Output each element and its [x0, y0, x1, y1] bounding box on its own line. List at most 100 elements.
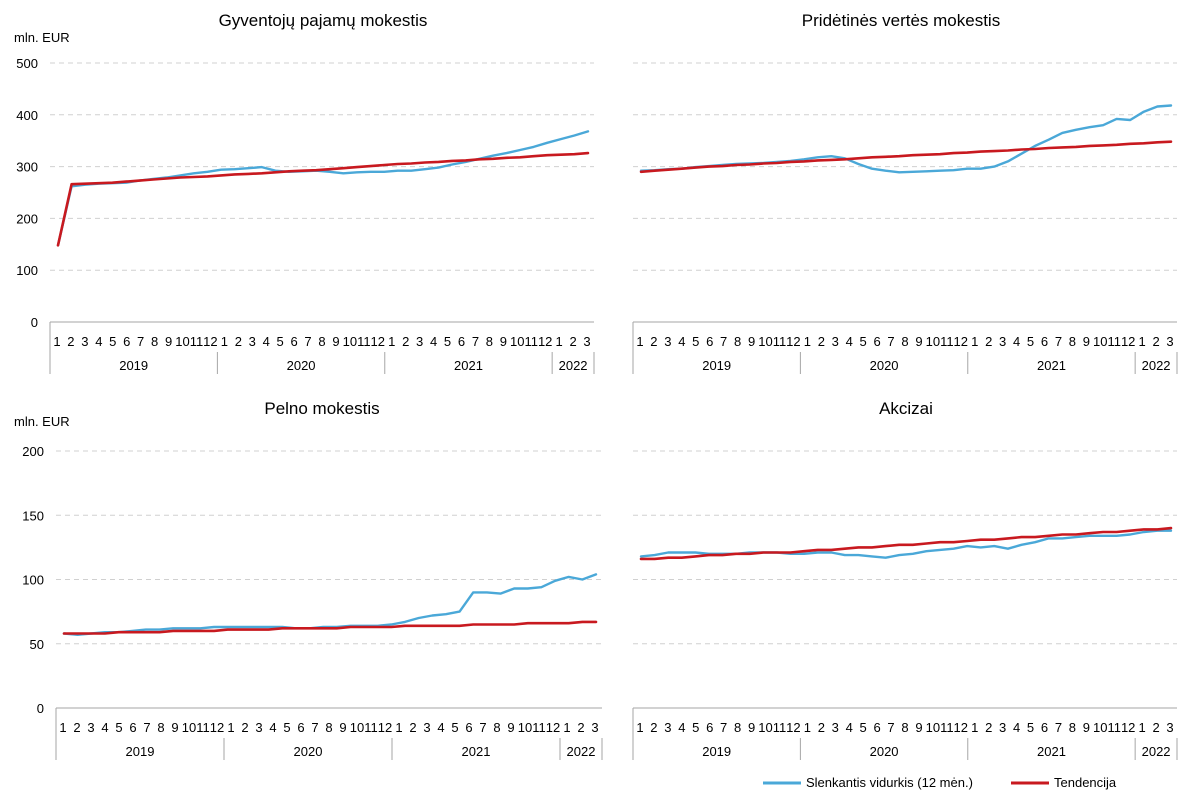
chart-title: Akcizai: [879, 399, 933, 418]
x-tick-label: 12: [378, 720, 392, 735]
x-tick-label: 4: [1013, 720, 1020, 735]
x-tick-label: 2: [985, 720, 992, 735]
x-tick-label: 5: [115, 720, 122, 735]
x-tick-label: 8: [1069, 334, 1076, 349]
x-tick-label: 6: [129, 720, 136, 735]
x-tick-label: 2: [577, 720, 584, 735]
x-tick-label: 2: [235, 334, 242, 349]
x-tick-label: 6: [458, 334, 465, 349]
x-tick-label: 4: [1013, 334, 1020, 349]
x-tick-label: 6: [290, 334, 297, 349]
x-tick-label: 4: [437, 720, 444, 735]
x-tick-label: 7: [137, 334, 144, 349]
x-tick-label: 2: [650, 334, 657, 349]
x-tick-label: 10: [343, 334, 357, 349]
x-tick-label: 8: [493, 720, 500, 735]
y-tick-label: 400: [16, 108, 38, 123]
x-tick-label: 11: [524, 334, 538, 349]
x-tick-label: 10: [182, 720, 196, 735]
x-tick-label: 3: [832, 720, 839, 735]
x-tick-label: 11: [1107, 720, 1121, 735]
x-tick-label: 12: [546, 720, 560, 735]
x-tick-label: 9: [748, 334, 755, 349]
x-tick-label: 4: [95, 334, 102, 349]
x-tick-label: 8: [734, 720, 741, 735]
x-tick-label: 1: [395, 720, 402, 735]
x-tick-label: 12: [371, 334, 385, 349]
x-year-label: 2020: [287, 358, 316, 373]
x-tick-label: 5: [1027, 720, 1034, 735]
x-tick-label: 5: [692, 720, 699, 735]
y-tick-label: 100: [22, 573, 44, 588]
x-year-label: 2022: [1142, 358, 1171, 373]
y-tick-label: 200: [22, 444, 44, 459]
x-tick-label: 10: [926, 334, 940, 349]
series-line-trend: [62, 620, 598, 635]
x-tick-label: 9: [500, 334, 507, 349]
x-year-label: 2021: [1037, 358, 1066, 373]
x-tick-label: 3: [81, 334, 88, 349]
x-tick-label: 6: [873, 720, 880, 735]
y-tick-label: 300: [16, 160, 38, 175]
x-year-label: 2021: [454, 358, 483, 373]
x-tick-label: 3: [1166, 720, 1173, 735]
y-tick-label: 150: [22, 508, 44, 523]
series-line-moving-average: [56, 130, 590, 247]
x-tick-label: 11: [940, 334, 954, 349]
x-tick-label: 1: [388, 334, 395, 349]
x-tick-label: 8: [318, 334, 325, 349]
x-tick-label: 11: [364, 720, 378, 735]
x-tick-label: 3: [999, 720, 1006, 735]
x-tick-label: 7: [720, 720, 727, 735]
x-tick-label: 1: [556, 334, 563, 349]
x-tick-label: 11: [532, 720, 546, 735]
y-tick-label: 0: [31, 315, 38, 330]
x-tick-label: 3: [249, 334, 256, 349]
x-tick-label: 10: [1093, 720, 1107, 735]
x-tick-label: 2: [650, 720, 657, 735]
x-tick-label: 2: [569, 334, 576, 349]
x-tick-label: 6: [1041, 720, 1048, 735]
x-tick-label: 1: [221, 334, 228, 349]
x-tick-label: 5: [692, 334, 699, 349]
x-tick-label: 5: [860, 334, 867, 349]
x-tick-label: 1: [1139, 720, 1146, 735]
x-year-label: 2019: [702, 358, 731, 373]
series-line-trend: [639, 140, 1173, 174]
legend-label: Slenkantis vidurkis (12 mėn.): [806, 775, 973, 790]
x-year-label: 2020: [870, 358, 899, 373]
x-tick-label: 10: [926, 720, 940, 735]
x-tick-label: 12: [1121, 334, 1135, 349]
x-tick-label: 5: [109, 334, 116, 349]
x-year-label: 2019: [702, 744, 731, 759]
x-year-label: 2022: [567, 744, 596, 759]
x-tick-label: 7: [311, 720, 318, 735]
x-tick-label: 2: [1152, 720, 1159, 735]
x-tick-label: 11: [773, 720, 787, 735]
x-tick-label: 1: [59, 720, 66, 735]
x-tick-label: 2: [818, 720, 825, 735]
x-tick-label: 3: [423, 720, 430, 735]
x-tick-label: 3: [583, 334, 590, 349]
x-tick-label: 1: [227, 720, 234, 735]
x-tick-label: 8: [486, 334, 493, 349]
y-tick-label: 200: [16, 211, 38, 226]
x-tick-label: 7: [304, 334, 311, 349]
x-tick-label: 7: [1055, 334, 1062, 349]
chart-title: Pridėtinės vertės mokestis: [802, 11, 1000, 30]
x-year-label: 2021: [1037, 744, 1066, 759]
x-tick-label: 2: [402, 334, 409, 349]
x-tick-label: 10: [1093, 334, 1107, 349]
x-tick-label: 5: [860, 720, 867, 735]
x-year-label: 2019: [126, 744, 155, 759]
x-tick-label: 10: [350, 720, 364, 735]
y-axis-unit-label: mln. EUR: [14, 30, 70, 45]
x-tick-label: 8: [151, 334, 158, 349]
y-tick-label: 0: [37, 701, 44, 716]
x-tick-label: 4: [846, 334, 853, 349]
x-tick-label: 12: [954, 720, 968, 735]
x-tick-label: 9: [1083, 720, 1090, 735]
x-tick-label: 9: [171, 720, 178, 735]
